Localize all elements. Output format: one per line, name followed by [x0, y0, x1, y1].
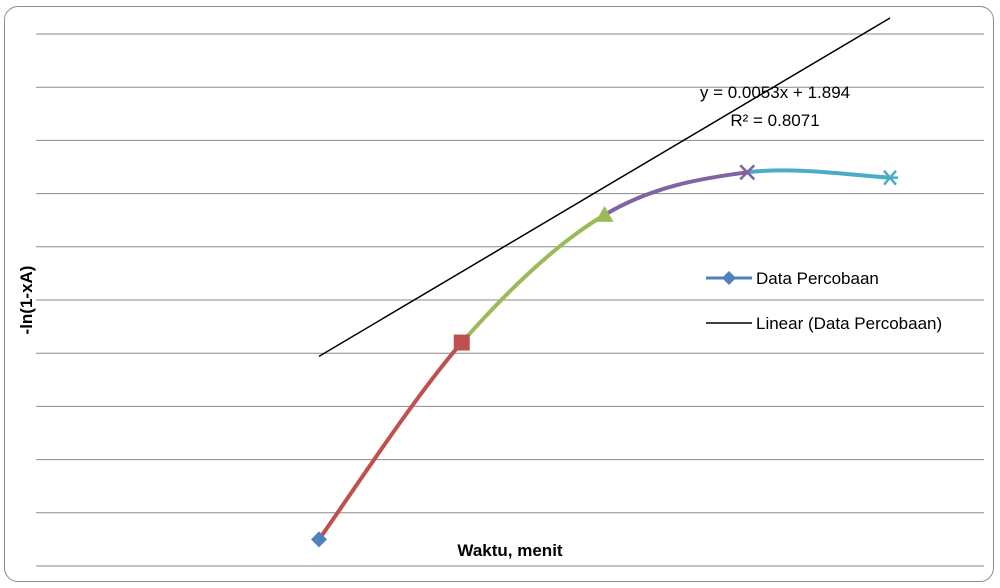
trendline-r2: R² = 0.8071 [730, 111, 819, 130]
trendline-group [318, 17, 891, 358]
data-point-marker [595, 205, 614, 222]
series-segment [459, 212, 607, 345]
data-point-marker [453, 334, 470, 351]
trendline-equation: y = 0.0053x + 1.894 [700, 83, 850, 102]
series-segment [745, 168, 892, 180]
series-group [317, 168, 892, 542]
markers-group [311, 164, 898, 548]
legend-series-label: Data Percobaan [756, 269, 879, 288]
x-axis-label: Waktu, menit [457, 541, 562, 560]
trendline [318, 17, 891, 358]
gridlines [36, 33, 984, 567]
legend-series-marker [722, 271, 736, 285]
series-segment [317, 340, 464, 542]
data-point-marker [739, 164, 756, 181]
y-axis-label: -ln(1-xA) [17, 266, 36, 335]
data-point-marker [882, 169, 898, 186]
legend-trendline-label: Linear (Data Percobaan) [756, 314, 942, 333]
chart-frame [4, 6, 994, 582]
data-point-marker [311, 531, 327, 548]
legend: Data Percobaan Linear (Data Percobaan) [706, 269, 942, 333]
series-segment [602, 170, 750, 217]
